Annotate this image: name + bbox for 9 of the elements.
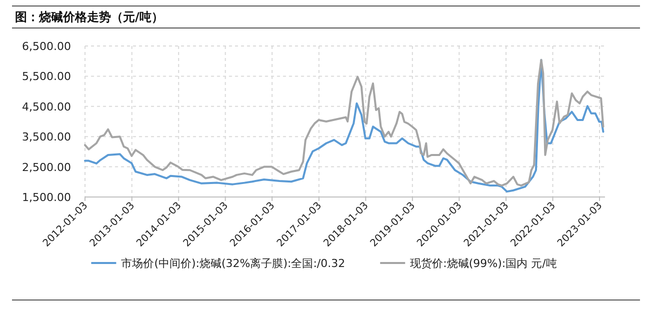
- y-tick-label: 1,500.00: [22, 191, 71, 204]
- y-tick-label: 2,500.00: [22, 160, 71, 174]
- legend-label: 市场价(中间价):烧碱(32%离子膜):全国:/0.32: [121, 257, 346, 270]
- y-tick-label: 5,500.00: [22, 70, 71, 84]
- y-tick-label: 4,500.00: [22, 100, 71, 114]
- y-tick-label: 3,500.00: [22, 130, 71, 144]
- y-tick-label: 6,500.00: [22, 40, 71, 53]
- legend-label: 现货价:烧碱(99%):国内 元/吨: [410, 257, 557, 270]
- chart-title: 图：烧碱价格走势（元/吨）: [15, 10, 164, 24]
